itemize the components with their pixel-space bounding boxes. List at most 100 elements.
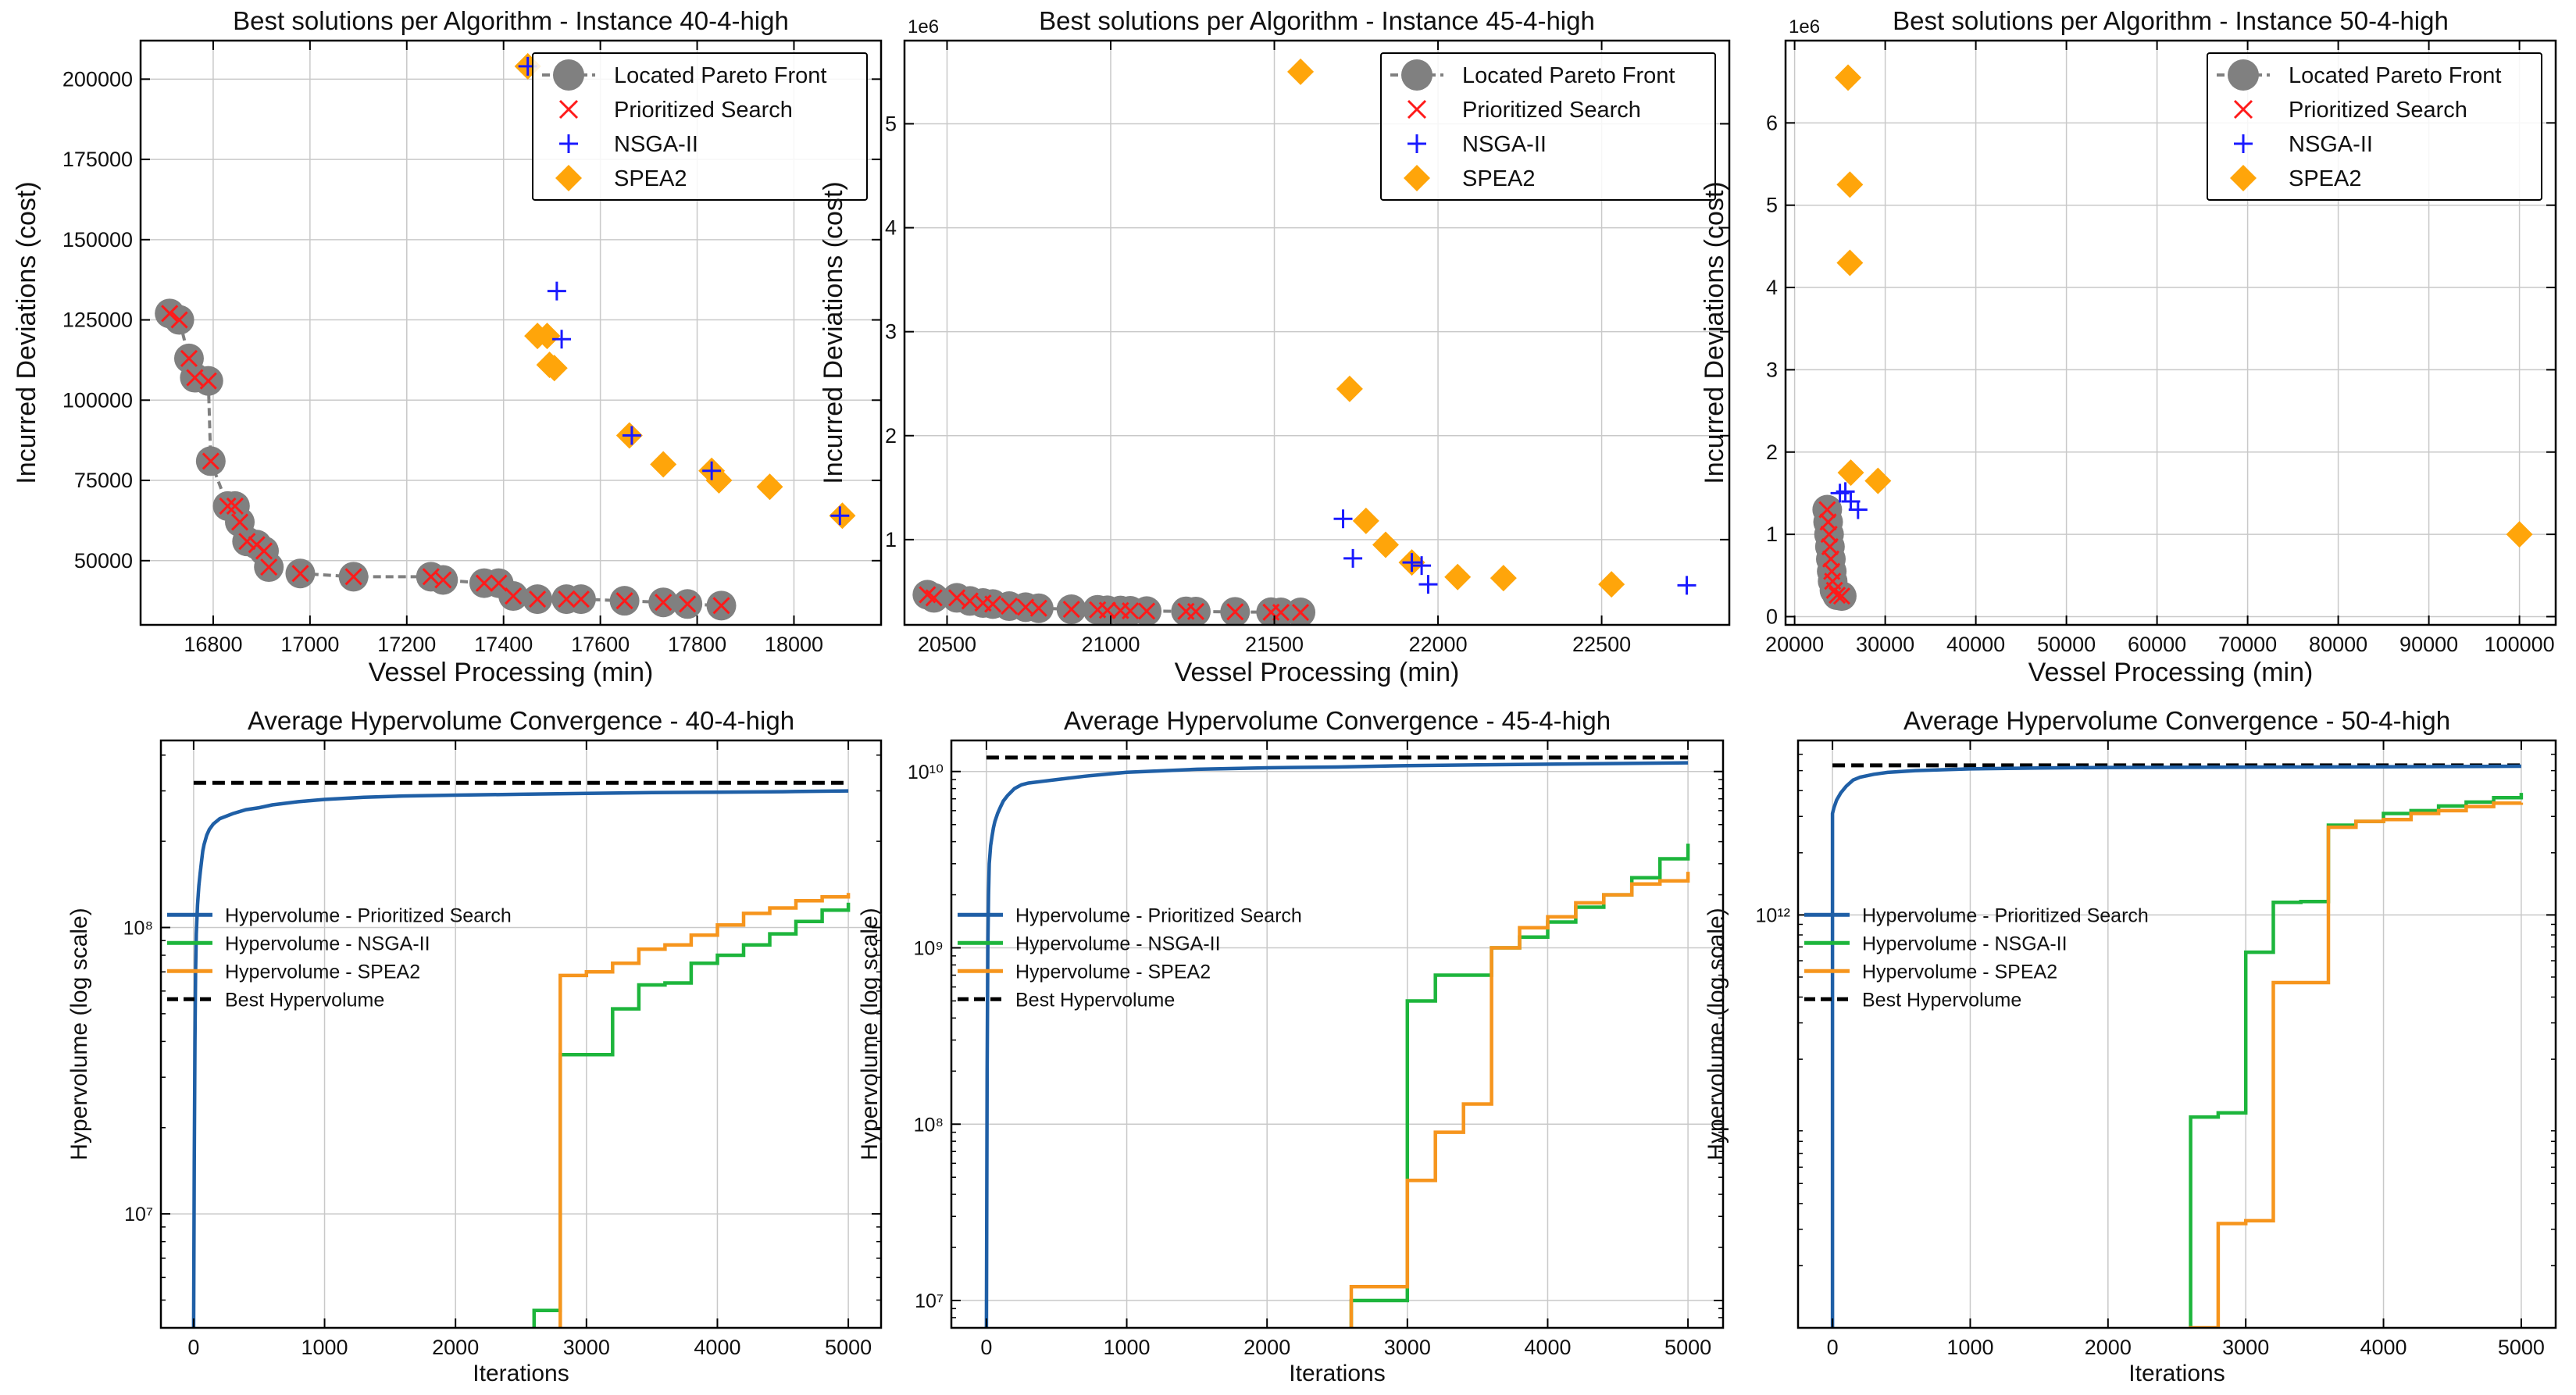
chart-p5: 0 1000 2000 3000 4000 5000 10⁷ 10⁸ 10⁹ 10¹⁰ Averag… (857, 706, 1725, 1386)
prioritized-point (230, 513, 249, 531)
y-tick-label: 10¹⁰ (908, 762, 944, 783)
x-axis-label: Iterations (2128, 1361, 2225, 1386)
legend-label: Located Pareto Front (1462, 63, 1675, 88)
spea2-point (1372, 531, 1399, 558)
legend-label: Hypervolume - NSGA-II (1862, 933, 2068, 954)
prioritized-point (199, 372, 217, 390)
prioritized-point (1226, 603, 1244, 621)
y-tick-label: 3 (885, 320, 897, 344)
nsga-point (1836, 482, 1855, 501)
legend-marker-prioritized (558, 99, 579, 120)
x-tick-label: 5000 (825, 1336, 872, 1359)
nsga-point (1402, 553, 1422, 573)
nsga-point (1333, 509, 1353, 529)
prioritized-point (655, 594, 673, 612)
x-tick-label: 17800 (668, 633, 726, 656)
prioritized-point (572, 590, 590, 608)
legend-marker-prioritized (1407, 99, 1427, 120)
prioritized-point (1829, 587, 1846, 605)
y-tick-label: 3 (1766, 358, 1778, 381)
legend-marker-spea2 (1404, 165, 1430, 191)
x-tick-label: 80000 (2309, 633, 2367, 656)
legend-label: Hypervolume - SPEA2 (1015, 961, 1211, 983)
nsga-point (1343, 548, 1363, 568)
x-axis-label: Vessel Processing (min) (1175, 658, 1460, 687)
x-tick-label: 17600 (571, 633, 630, 656)
legend-marker-prioritized (2233, 99, 2253, 120)
x-axis-label: Vessel Processing (min) (369, 658, 654, 687)
y-tick-label: 200000 (62, 67, 133, 91)
legend-label: Hypervolume - NSGA-II (1015, 933, 1221, 954)
legend-marker-pareto (1401, 59, 1432, 91)
y-axis-label: Hypervolume (log scale) (857, 908, 883, 1160)
prioritized-point (679, 595, 697, 613)
axes-frame (1784, 39, 2557, 626)
x-tick-label: 20000 (1765, 633, 1824, 656)
x-tick-label: 5000 (1664, 1336, 1711, 1359)
y-tick-label: 10⁸ (914, 1114, 944, 1136)
y-tick-label: 2 (1766, 441, 1778, 464)
y-tick-label: 0 (1766, 605, 1778, 628)
axes-frame (950, 739, 1725, 1329)
axes-frame (159, 739, 883, 1329)
axes-frame (139, 39, 883, 626)
legend-label: Prioritized Search (2289, 98, 2467, 123)
x-tick-label: 2000 (2085, 1336, 2132, 1359)
legend-box (1380, 52, 1716, 201)
prioritized-point (434, 571, 452, 589)
legend-marker-spea2 (2230, 165, 2257, 191)
legend-marker-nsga (559, 134, 578, 153)
y-axis-label: Hypervolume (log scale) (66, 908, 92, 1160)
y-tick-label: 2 (885, 424, 897, 448)
x-tick-label: 1000 (301, 1336, 348, 1359)
nsga-point (547, 281, 566, 301)
prioritized-point (238, 533, 256, 551)
chart-title: Best solutions per Algorithm - Instance … (1893, 6, 2449, 35)
legend-marker-spea2 (555, 165, 582, 191)
legend-label: Prioritized Search (614, 98, 793, 123)
legend-marker-pareto (2228, 59, 2259, 91)
prioritized-point (255, 542, 273, 560)
y-axis-label: Hypervolume (log scale) (1704, 908, 1729, 1160)
spea2-point (1835, 64, 1862, 91)
prioritized-point (226, 497, 244, 515)
series-layer (984, 755, 1690, 1328)
x-tick-label: 50000 (2037, 633, 2096, 656)
prioritized-point (1001, 597, 1019, 615)
legend-box (532, 52, 868, 201)
chart-p1: 16800 17000 17200 17400 17600 17800 18000 50000… (12, 6, 883, 687)
prioritized-point (170, 311, 188, 329)
y-axis-label: Incurred Deviations (cost) (819, 181, 848, 483)
prioritized-point (161, 305, 179, 323)
nsga-point (1848, 500, 1868, 519)
y-tick-label: 10⁷ (915, 1290, 944, 1312)
spea2-point (2506, 521, 2533, 548)
y-axis-label: Incurred Deviations (cost) (12, 181, 41, 483)
legend-label: Hypervolume - Prioritized Search (1015, 904, 1302, 926)
spea2-point (1837, 459, 1864, 487)
x-tick-label: 3000 (563, 1336, 610, 1359)
prioritized-point (1138, 602, 1156, 620)
legend-label: Hypervolume - Prioritized Search (1862, 904, 2149, 926)
prioritized-point (984, 595, 1002, 613)
y-tick-label: 10⁷ (124, 1204, 153, 1226)
spea2-point (1836, 171, 1864, 198)
x-tick-label: 40000 (1946, 633, 2005, 656)
legend-label: NSGA-II (1462, 132, 1547, 157)
prioritized-point (219, 497, 237, 515)
prioritized-point (615, 592, 633, 610)
x-tick-label: 3000 (1384, 1336, 1431, 1359)
axis-offset-text: 1e6 (1789, 16, 1820, 37)
nsga-point (1412, 556, 1432, 576)
prioritized-point (712, 597, 730, 615)
legend-label: NSGA-II (2289, 132, 2373, 157)
nsga-point (702, 461, 722, 480)
x-tick-label: 4000 (2360, 1336, 2407, 1359)
y-tick-label: 5 (885, 112, 897, 135)
y-tick-label: 50000 (74, 549, 133, 573)
x-tick-label: 21000 (1081, 633, 1140, 656)
prioritized-point (529, 590, 547, 608)
x-tick-label: 21500 (1245, 633, 1304, 656)
x-tick-label: 20500 (918, 633, 976, 656)
prioritized-point (186, 369, 204, 387)
